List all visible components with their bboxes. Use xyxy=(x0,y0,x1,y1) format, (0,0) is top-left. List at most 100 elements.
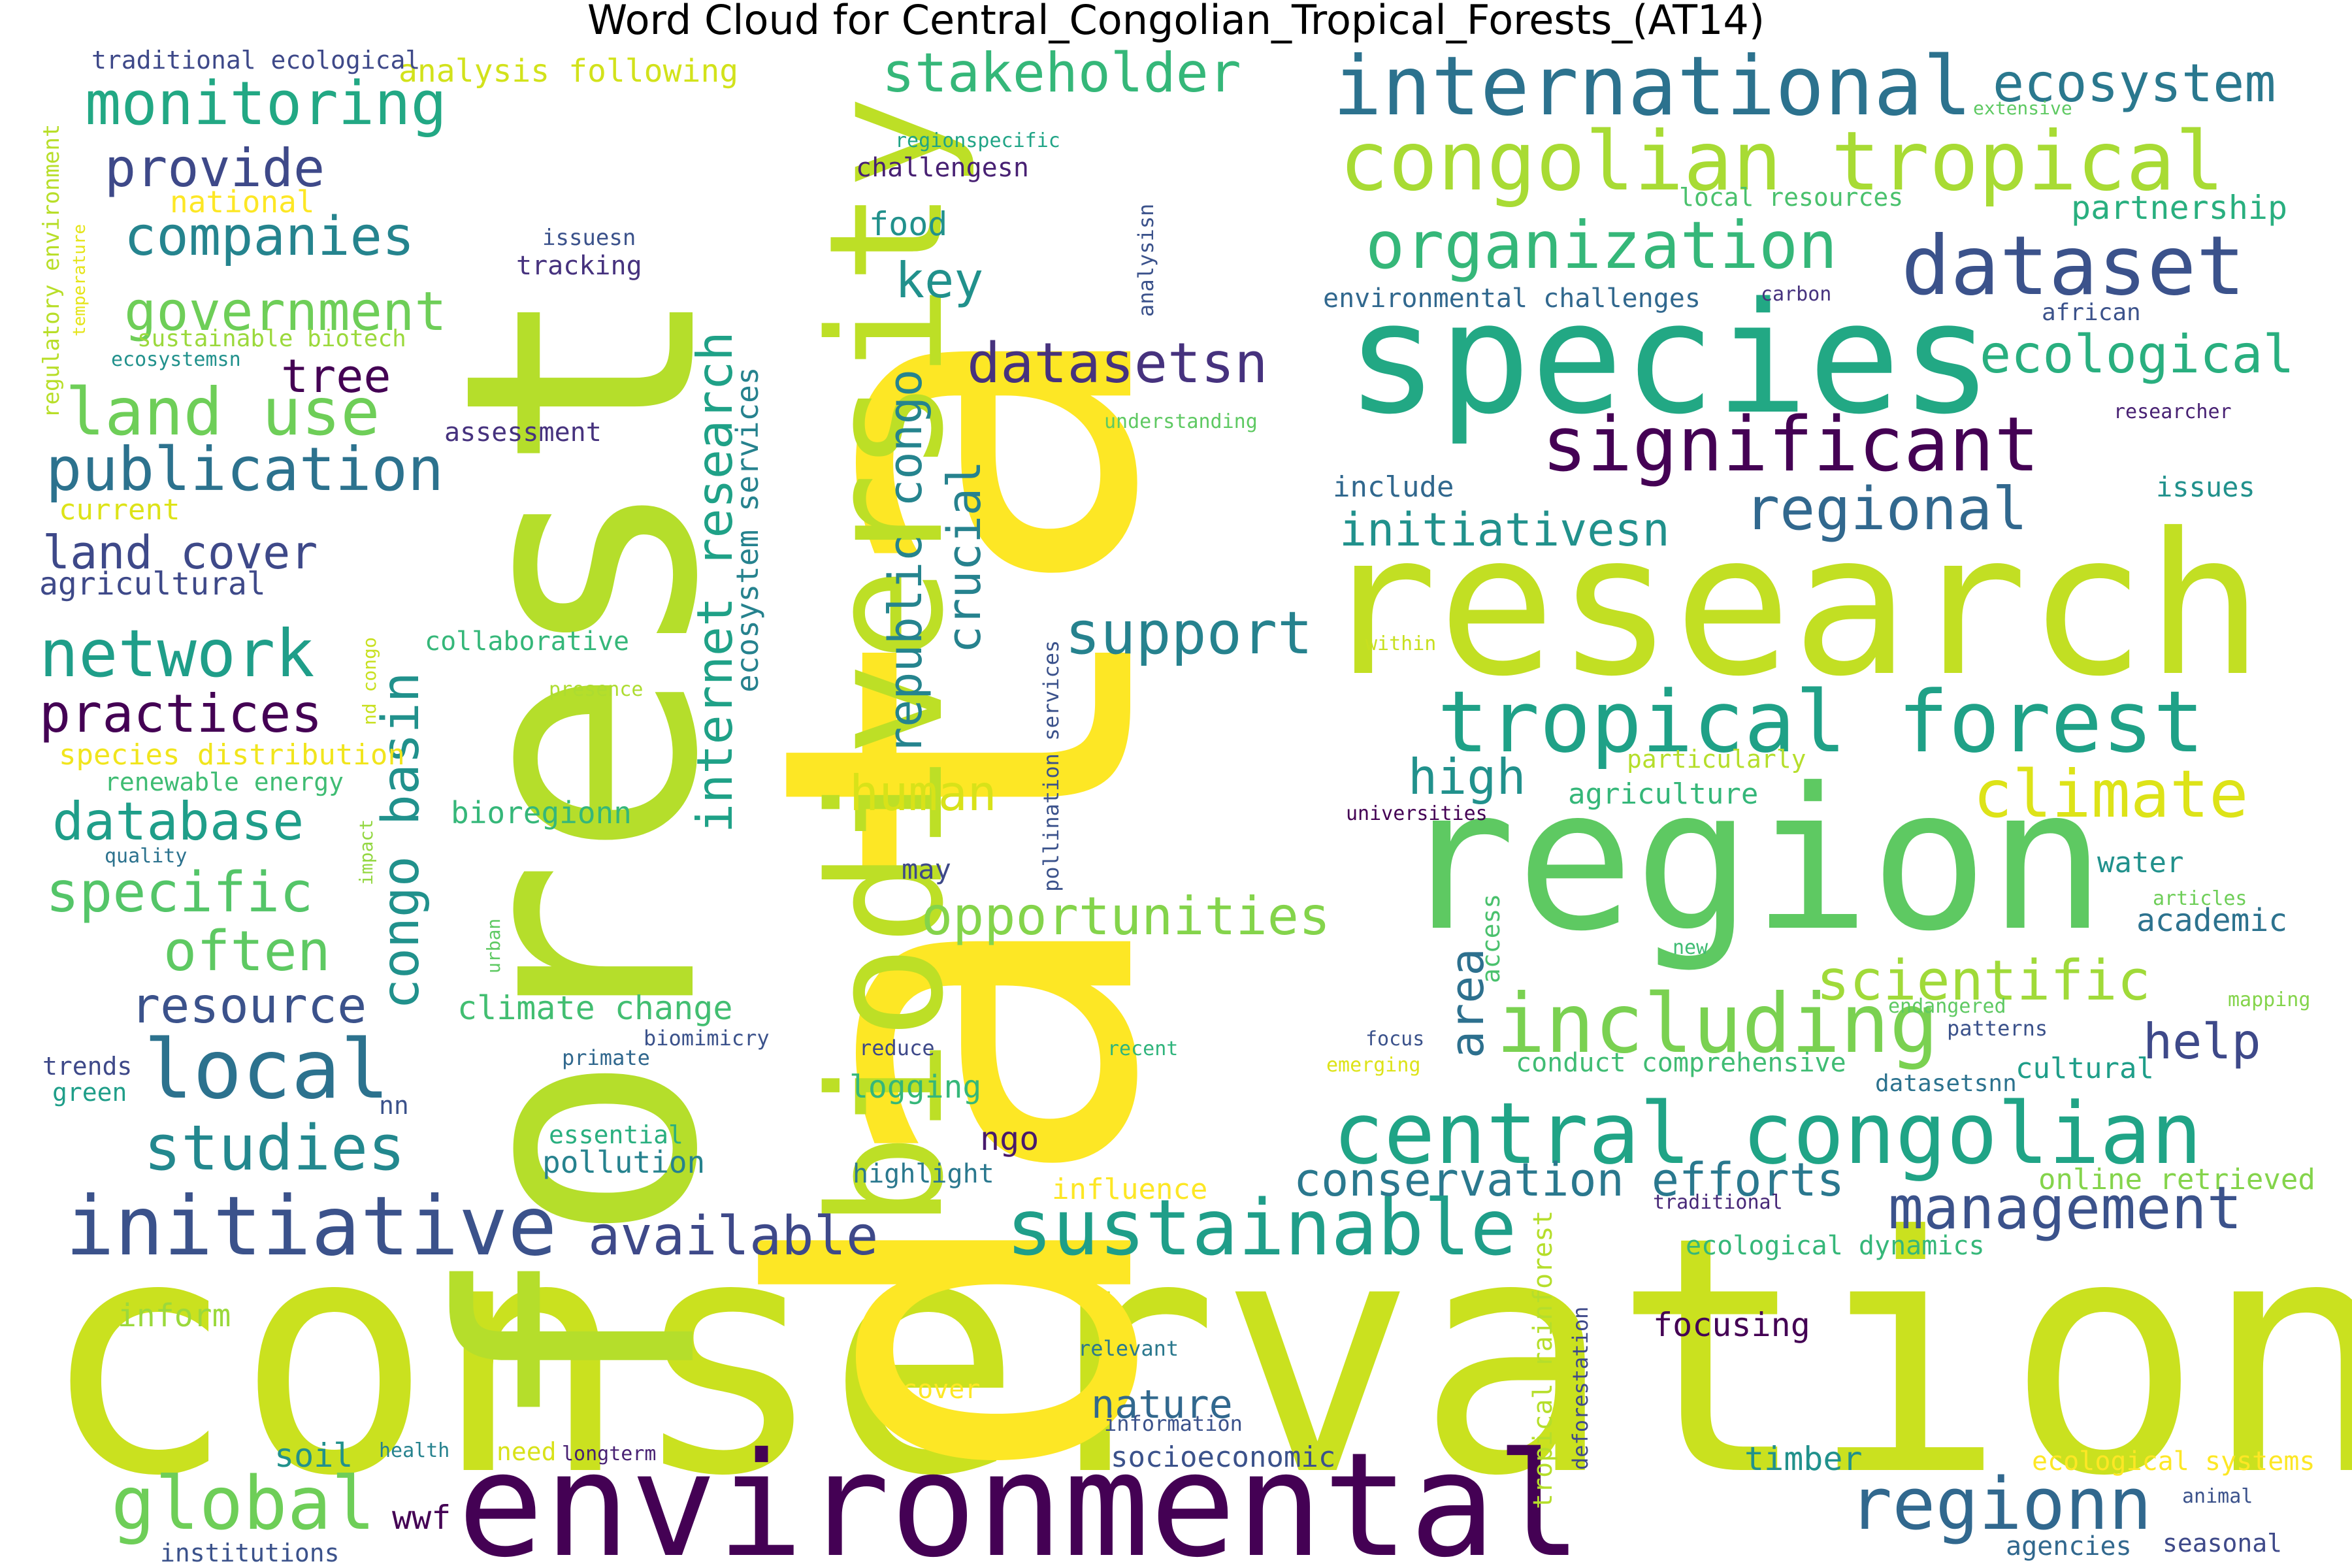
word-quality: quality xyxy=(105,845,187,868)
word-tropical-rainforest: tropical rainforest xyxy=(1528,1210,1558,1509)
word-collaborative: collaborative xyxy=(425,627,629,657)
word-new: new xyxy=(1673,936,1708,959)
word-recent: recent xyxy=(1107,1037,1178,1060)
word-climate-change: climate change xyxy=(457,989,732,1027)
word-provide: provide xyxy=(105,138,325,199)
word-ecological-dynamics: ecological dynamics xyxy=(1686,1231,1985,1261)
word-region: region xyxy=(1398,746,2106,974)
word-scientific: scientific xyxy=(1816,949,2151,1013)
word-ecosystem-services: ecosystem services xyxy=(730,367,765,693)
word-understanding: understanding xyxy=(1104,410,1258,433)
word-pollination-services: pollination services xyxy=(1039,640,1064,892)
word-central-congolian: central congolian xyxy=(1333,1084,2202,1183)
word-universities: universities xyxy=(1346,802,1488,825)
word-extensive: extensive xyxy=(1973,97,2072,119)
word-data: data xyxy=(676,310,1246,1490)
word-focus: focus xyxy=(1365,1028,1424,1051)
word-database: database xyxy=(52,791,304,852)
word-help: help xyxy=(2143,1013,2261,1070)
word-local: local xyxy=(144,1022,389,1117)
word-studies: studies xyxy=(144,1113,405,1184)
word-significant: significant xyxy=(1542,401,2040,489)
word-resource: resource xyxy=(131,977,367,1034)
chart-title: Word Cloud for Central_Congolian_Tropica… xyxy=(587,0,1765,44)
word-inform: inform xyxy=(118,1298,231,1334)
word-particularly: particularly xyxy=(1627,745,1806,774)
word-opportunities: opportunities xyxy=(921,886,1330,947)
word-nd-congo: nd congo xyxy=(359,637,380,725)
word-area: area xyxy=(1441,948,1494,1058)
word-national: national xyxy=(170,184,315,220)
word-relevant: relevant xyxy=(1078,1336,1179,1361)
word-reduce: reduce xyxy=(859,1036,935,1060)
word-key: key xyxy=(895,252,983,309)
word-ngo: ngo xyxy=(980,1120,1039,1158)
word-climate: climate xyxy=(1973,756,2248,832)
word-local-resources: local resources xyxy=(1679,183,1903,212)
word-carbon: carbon xyxy=(1761,283,1831,306)
word-practices: practices xyxy=(39,683,322,744)
word-focusing: focusing xyxy=(1653,1306,1810,1344)
word-challengesn: challengesn xyxy=(856,153,1029,183)
word-research: research xyxy=(1320,491,2264,719)
word-ecosystem: ecosystem xyxy=(1993,53,2276,114)
word-presence: presence xyxy=(549,678,644,701)
word-environmental: environmental xyxy=(457,1422,1582,1568)
word-global: global xyxy=(111,1462,376,1546)
word-publication: publication xyxy=(46,434,444,504)
word-including: including xyxy=(1496,977,1938,1071)
word-network: network xyxy=(39,615,314,692)
word-impact: impact xyxy=(355,819,377,885)
word-wwf: wwf xyxy=(392,1499,451,1537)
word-primate: primate xyxy=(562,1045,650,1070)
word-congolian-tropical: congolian tropical xyxy=(1339,114,2225,209)
word-agriculture: agriculture xyxy=(1568,777,1758,811)
word-tracking: tracking xyxy=(516,251,642,281)
word-regionspecific: regionspecific xyxy=(895,129,1060,152)
word-articles: articles xyxy=(2153,887,2247,910)
word-essential: essential xyxy=(549,1120,683,1149)
word-sustainable: sustainable xyxy=(1006,1183,1516,1273)
word-food: food xyxy=(869,205,947,243)
word-ecosystemsn: ecosystemsn xyxy=(111,348,241,371)
word-may: may xyxy=(902,853,951,885)
word-urban: urban xyxy=(483,919,504,973)
word-regional: regional xyxy=(1744,475,2027,544)
word-socioeconomic: socioeconomic xyxy=(1111,1441,1335,1474)
word-agencies: agencies xyxy=(2006,1531,2132,1561)
word-traditional: traditional xyxy=(1653,1191,1783,1214)
word-renewable-energy: renewable energy xyxy=(105,768,344,796)
word-patterns: patterns xyxy=(1947,1016,2048,1041)
word-regionn: regionn xyxy=(1849,1462,2152,1546)
word-issues: issues xyxy=(2156,471,2255,503)
word-tree: tree xyxy=(281,350,391,403)
word-government: government xyxy=(124,281,447,343)
word-republic-congo: republic congo xyxy=(879,369,932,755)
word-within: within xyxy=(1365,632,1436,655)
word-african: african xyxy=(2042,299,2141,326)
word-longterm: longterm xyxy=(562,1443,657,1465)
word-tropical-forest: tropical forest xyxy=(1437,672,2204,772)
word-conduct-comprehensive: conduct comprehensive xyxy=(1516,1048,1846,1078)
word-traditional-ecological: traditional ecological xyxy=(91,46,420,74)
word-green: green xyxy=(52,1078,127,1107)
word-high: high xyxy=(1408,748,1526,806)
word-timber: timber xyxy=(1744,1440,1863,1478)
word-sustainable-biotech: sustainable biotech xyxy=(137,325,406,352)
word-seasonal: seasonal xyxy=(2163,1529,2282,1558)
word-companies: companies xyxy=(124,206,414,268)
word-cultural: cultural xyxy=(2016,1052,2154,1085)
word-soil: soil xyxy=(274,1437,353,1475)
word-need: need xyxy=(497,1437,557,1466)
word-health: health xyxy=(379,1439,449,1462)
word-datasetsnn: datasetsnn xyxy=(1875,1070,2017,1097)
word-influence: influence xyxy=(1052,1173,1207,1206)
word-human: human xyxy=(849,764,997,822)
word-deforestation: deforestation xyxy=(1568,1307,1593,1470)
word-researcher: researcher xyxy=(2114,400,2232,423)
word-emerging: emerging xyxy=(1326,1054,1421,1077)
word-institutions: institutions xyxy=(160,1539,340,1567)
word-biodiversity: biodiversity xyxy=(795,95,978,1228)
word-organization: organization xyxy=(1365,207,1837,284)
word-current: current xyxy=(59,493,180,527)
